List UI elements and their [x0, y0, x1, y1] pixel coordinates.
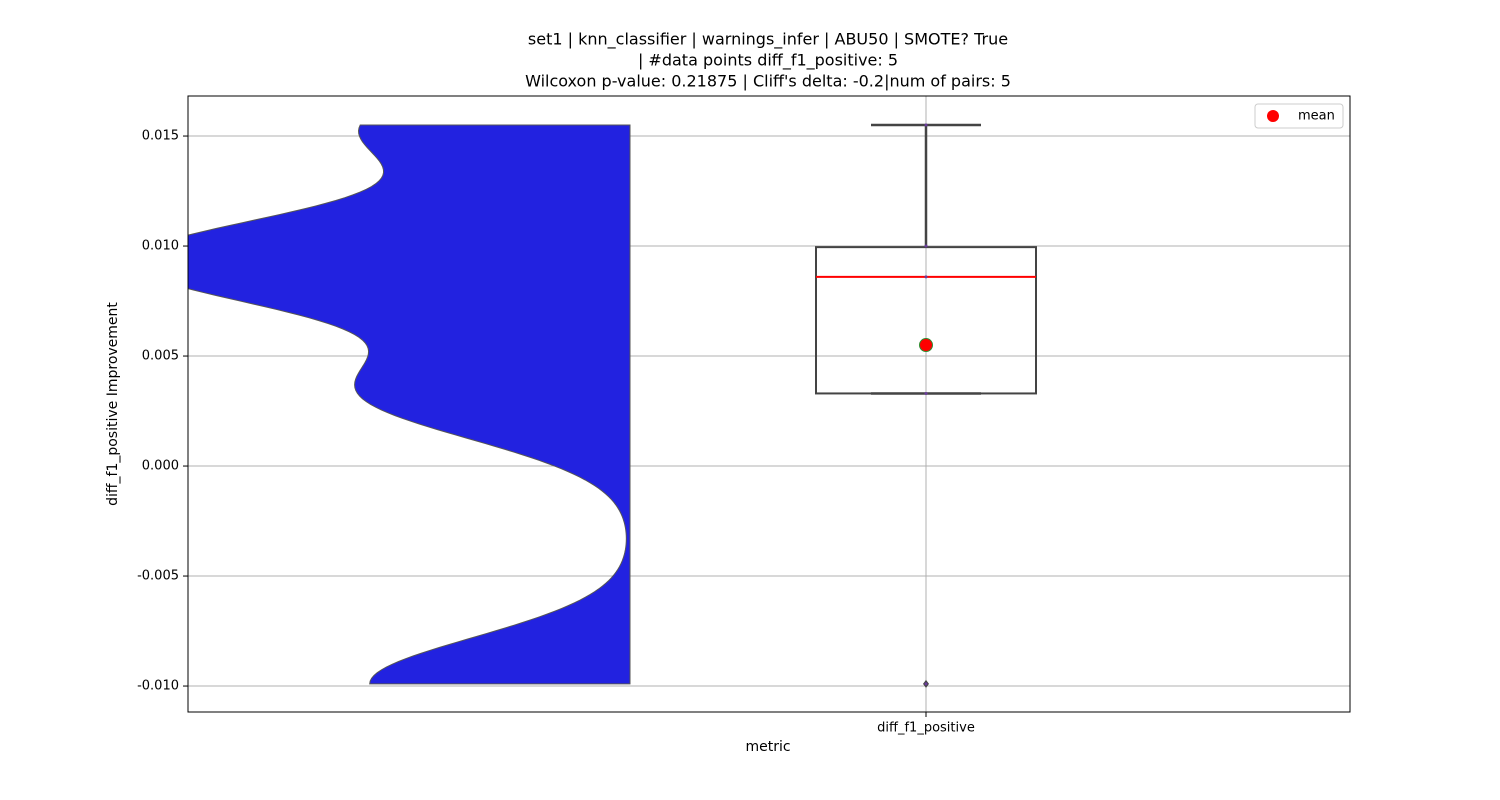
- mean-marker: [919, 338, 933, 353]
- data-point: [924, 123, 928, 127]
- y-tick-label: 0.010: [142, 239, 179, 254]
- data-point: [924, 682, 928, 686]
- y-tick-label: 0.015: [142, 129, 179, 144]
- y-tick-label: 0.005: [142, 349, 179, 364]
- y-tick-label: -0.010: [137, 679, 179, 694]
- data-point: [924, 391, 928, 395]
- violin: [188, 124, 631, 685]
- chart-title: | #data points diff_f1_positive: 5: [638, 51, 898, 71]
- data-point: [924, 275, 928, 279]
- y-axis-label: diff_f1_positive Improvement: [105, 302, 121, 506]
- data-point: [924, 244, 928, 248]
- legend-marker: [1267, 110, 1279, 122]
- x-tick-label: diff_f1_positive: [877, 721, 975, 736]
- legend-label: mean: [1298, 109, 1335, 124]
- violin-group: [188, 124, 631, 685]
- plot-frame: [187, 95, 1351, 713]
- y-tick-label: -0.005: [137, 569, 179, 584]
- chart-title: set1 | knn_classifier | warnings_infer |…: [528, 30, 1008, 50]
- legend-box: [1254, 103, 1344, 129]
- x-axis-label: metric: [745, 739, 790, 755]
- y-tick-label: 0.000: [142, 459, 179, 474]
- chart-title: Wilcoxon p-value: 0.21875 | Cliff's delt…: [525, 72, 1011, 91]
